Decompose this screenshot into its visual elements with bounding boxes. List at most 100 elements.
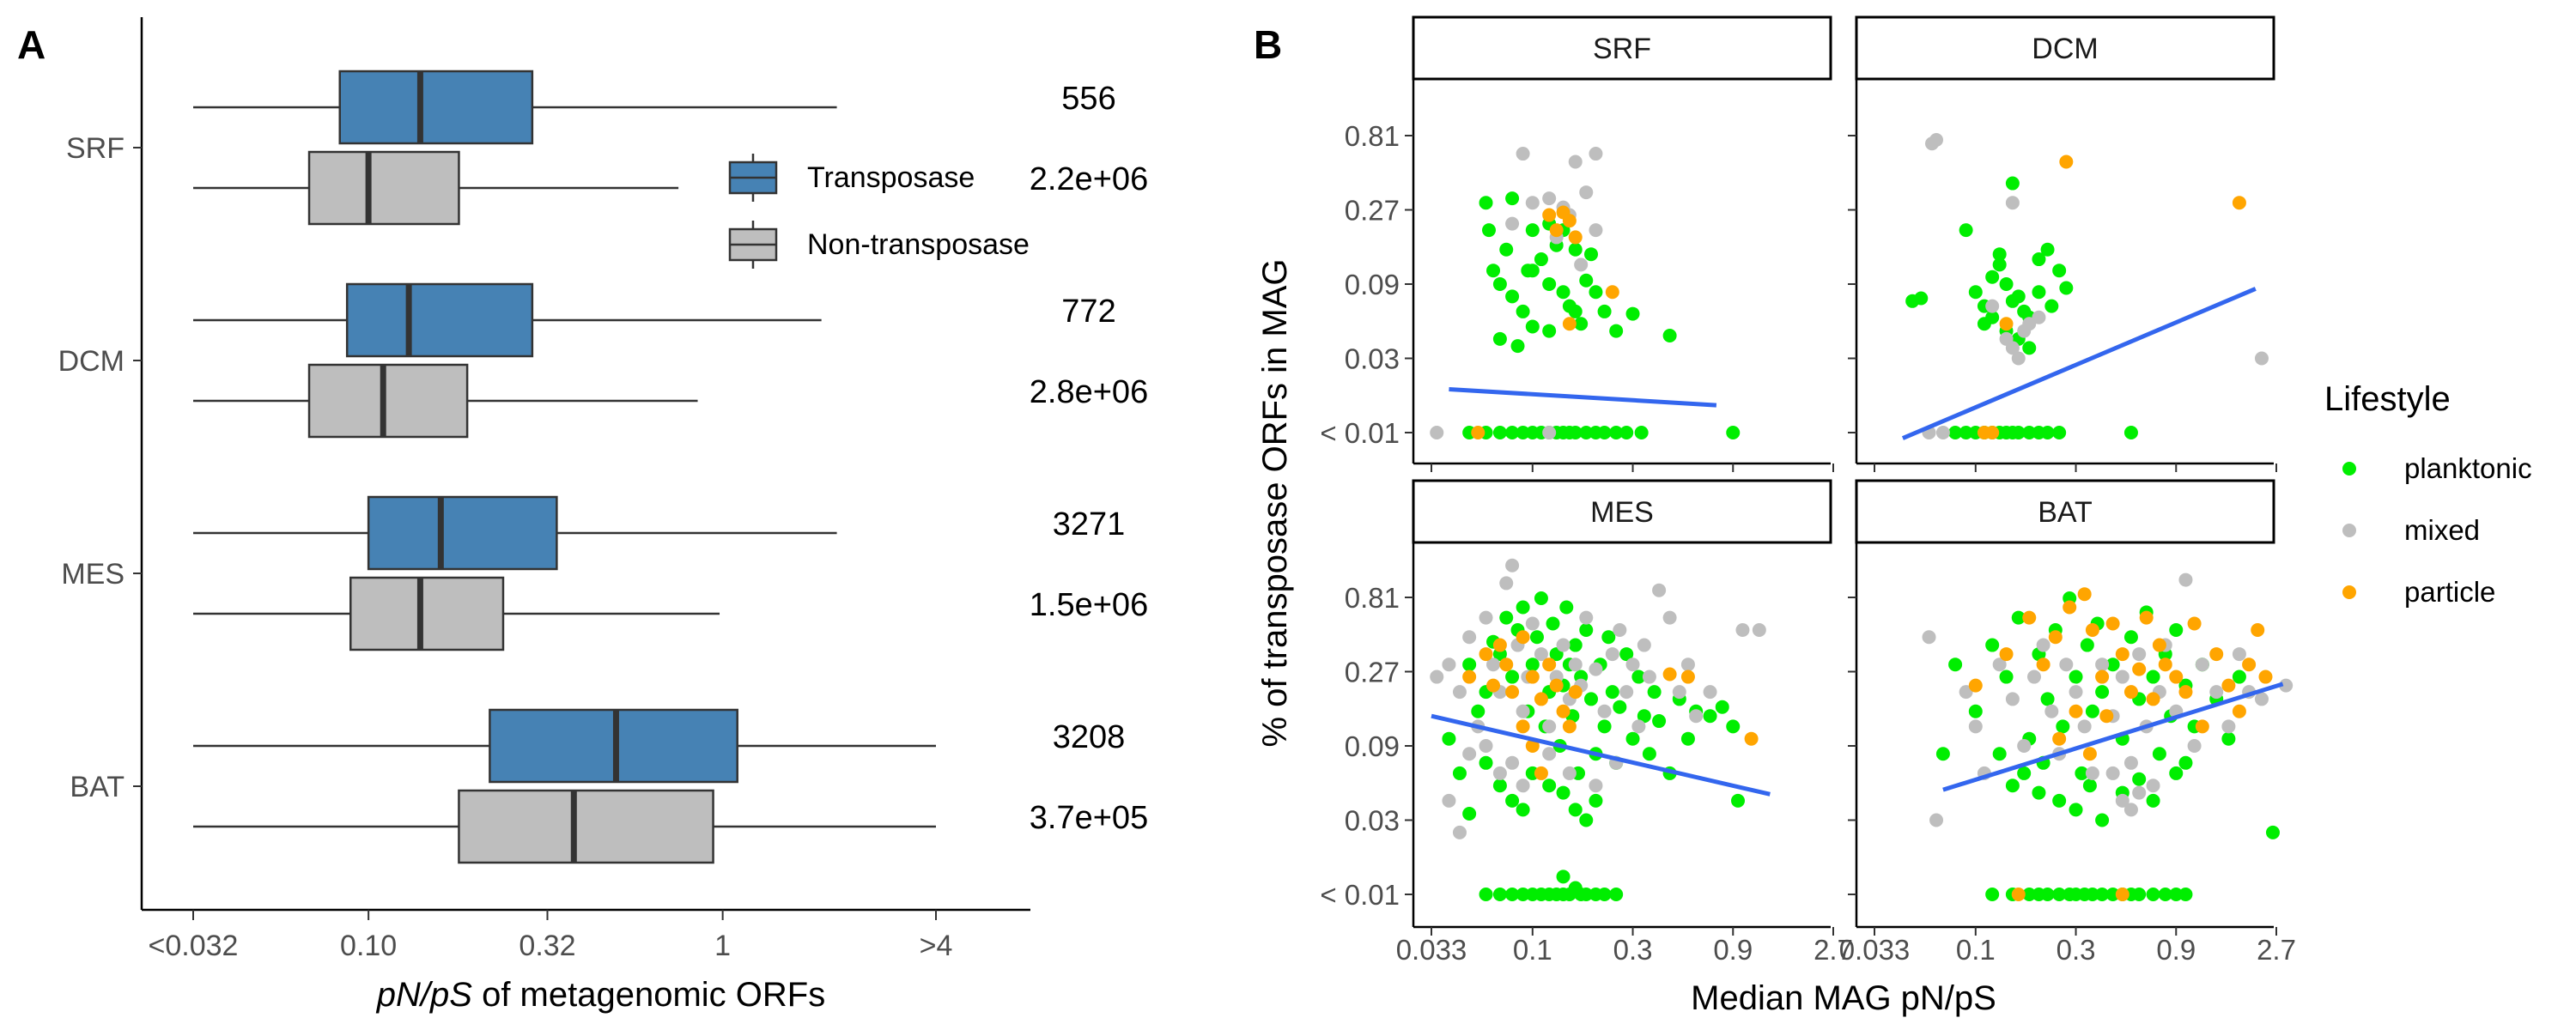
scatter-point-planktonic [2040,242,2055,257]
scatter-point-particle [1486,678,1501,693]
scatter-point-mixed [2146,779,2160,793]
scatter-point-planktonic [1948,657,1963,672]
scatter-point-particle [1525,739,1540,753]
scatter-point-planktonic [1529,630,1544,645]
scatter-point-planktonic [2132,888,2147,901]
scatter-point-mixed [1662,610,1677,625]
box-rect [307,150,460,226]
panel-a-x-tick-label: 1 [714,930,731,962]
panel-a-count-label: 556 [1061,81,1115,117]
panel-a-x-tick-label: 0.32 [519,930,575,962]
scatter-point-mixed [1672,685,1686,700]
scatter-point-planktonic [1471,704,1485,718]
scatter-point-planktonic [1977,317,1991,331]
scatter-point-mixed [1985,299,2000,313]
scatter-point-particle [1534,692,1548,706]
panel-a-legend-item: Transposase [728,154,975,202]
scatter-point-planktonic [1525,657,1540,672]
facet-x-tick-label: 2.7 [1814,934,1853,966]
scatter-point-mixed [1959,685,1973,700]
box-rect [367,495,558,571]
panel-a-category-label: SRF [66,132,125,165]
scatter-point-planktonic [2158,888,2172,901]
scatter-point-planktonic [1579,888,1594,901]
scatter-point-planktonic [1574,317,1589,331]
scatter-point-planktonic [2146,888,2160,901]
scatter-point-mixed [2221,719,2236,734]
scatter-point-mixed [1922,630,1936,645]
scatter-point-mixed [1556,638,1571,652]
scatter-point-planktonic [1479,755,1493,770]
panel-a-box-bat-transposase [193,708,936,784]
panel-a-legend-label: Non-transposase [807,228,1030,261]
scatter-point-particle [2187,616,2202,631]
scatter-point-mixed [1625,657,1640,672]
panel-b-legend-item: particle [2342,576,2495,608]
panel-a-boxplot: A SRF DCM MES BAT <0.032 0.10 0.32 1 >4 pN/pS of m… [17,17,1148,1014]
facet-y-tick-label: 0.03 [1345,343,1400,375]
scatter-point-planktonic [1619,647,1634,662]
scatter-point-mixed [1613,622,1627,637]
scatter-point-planktonic [1505,289,1520,304]
panel-a-x-tick-label: >4 [920,930,953,962]
scatter-point-mixed [1505,558,1520,573]
facet-strip-label: DCM [2032,33,2098,65]
scatter-point-mixed [2095,657,2110,672]
scatter-point-particle [1549,223,1564,238]
scatter-point-planktonic [1534,252,1548,267]
scatter-point-mixed [1525,616,1540,631]
panel-a-count-label: 3.7e+05 [1030,800,1148,836]
scatter-point-mixed [1492,766,1507,780]
panel-b-legend-item: mixed [2342,514,2480,546]
scatter-point-mixed [1589,223,1603,238]
facet-y-tick-label: 0.03 [1345,805,1400,837]
facet-strip [1855,479,2275,544]
facet-y-tick-label: 0.27 [1345,195,1400,227]
scatter-point-mixed [1442,657,1456,672]
scatter-point-planktonic [1546,616,1560,631]
box-rect [307,363,469,439]
scatter-point-planktonic [1492,331,1507,346]
scatter-point-planktonic [1625,731,1640,746]
scatter-point-particle [1479,647,1493,662]
scatter-point-planktonic [2169,622,2184,637]
scatter-point-particle [1534,766,1548,780]
panel-b-legend-label: mixed [2404,514,2480,546]
scatter-point-particle [2095,670,2110,684]
scatter-point-planktonic [1992,247,2007,262]
scatter-point-mixed [1589,662,1603,676]
scatter-point-mixed [1935,426,1950,439]
scatter-point-planktonic [2040,426,2055,439]
facet-y-tick-label: 0.81 [1345,120,1400,152]
scatter-point-particle [1662,667,1677,682]
scatter-point-particle [2132,662,2147,676]
scatter-point-particle [2115,647,2129,662]
panel-a-x-axis-title-rest: of metagenomic ORFs [472,976,825,1014]
scatter-point-planktonic [2085,704,2099,718]
scatter-point-mixed [2059,657,2074,672]
scatter-point-particle [1542,208,1557,222]
scatter-point-planktonic [1625,306,1640,321]
facet-trend-line [1449,386,1717,408]
panel-b-x-axis-title: Median MAG pN/pS [1691,979,1996,1017]
scatter-point-particle [2063,600,2077,615]
scatter-point-mixed [2209,685,2224,700]
scatter-point-particle [1999,317,2014,331]
scatter-point-planktonic [1726,426,1741,439]
scatter-point-planktonic [1652,714,1667,729]
scatter-point-mixed [2077,719,2092,734]
scatter-point-mixed [2005,692,2020,706]
scatter-point-particle [2011,888,2026,901]
scatter-point-planktonic [2095,813,2110,827]
scatter-point-mixed [1505,216,1520,231]
scatter-point-planktonic [1525,223,1540,238]
panel-a-x-axis-title: pN/pS of metagenomic ORFs [376,976,825,1014]
scatter-point-planktonic [1492,779,1507,793]
scatter-point-planktonic [1992,747,2007,761]
scatter-point-planktonic [2011,289,2026,304]
scatter-point-particle [2139,610,2154,625]
scatter-point-planktonic [1505,426,1520,439]
scatter-point-planktonic [1637,709,1651,724]
scatter-point-mixed [1486,657,1501,672]
scatter-point-planktonic [2132,772,2147,786]
